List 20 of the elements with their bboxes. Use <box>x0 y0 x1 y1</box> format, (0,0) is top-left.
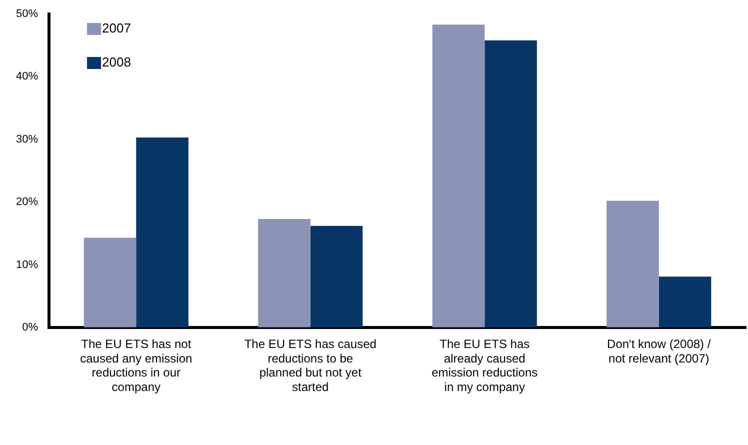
x-tick-label: The EU ETS has not caused any emission reductions in our company <box>80 336 192 394</box>
bar <box>84 238 136 328</box>
x-tick-label: Don't know (2008) / not relevant (2007) <box>607 336 712 366</box>
bar <box>484 40 537 328</box>
y-tick-label: 50% <box>16 8 38 20</box>
legend-label: 2008 <box>102 54 131 70</box>
x-tick-label: The EU ETS has caused reductions to be planned but not yet started <box>244 336 376 394</box>
y-tick-label: 40% <box>16 70 38 83</box>
x-tick-label: The EU ETS has already caused emission reductions in my company <box>432 336 538 394</box>
bar <box>658 276 712 328</box>
bar <box>310 226 363 328</box>
y-tick-label: 20% <box>16 196 38 208</box>
legend-label: 2007 <box>102 20 131 36</box>
bar <box>606 200 659 328</box>
bar <box>432 24 485 328</box>
y-tick-label: 0% <box>22 321 38 334</box>
bar <box>258 218 310 328</box>
bar <box>136 137 188 328</box>
y-tick-label: 30% <box>16 133 38 146</box>
y-tick-label: 10% <box>16 258 38 271</box>
